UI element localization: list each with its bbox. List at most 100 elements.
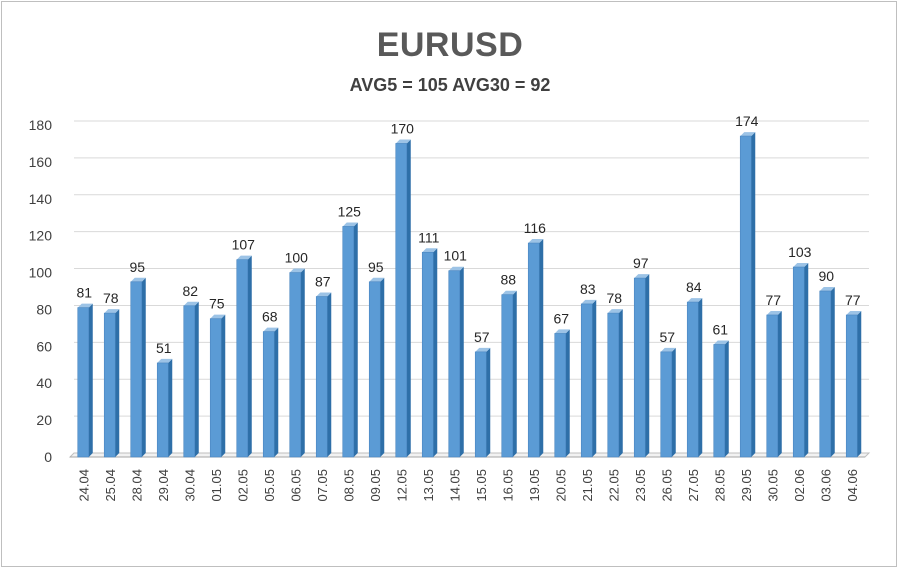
bar [156, 362, 169, 458]
x-tick-label: 25.04 [103, 469, 118, 502]
bar-top [395, 139, 411, 144]
x-tick-label: 24.04 [76, 469, 91, 502]
x-tick-label: 22.05 [606, 469, 621, 502]
bar [183, 305, 196, 458]
y-tick-label: 120 [29, 228, 53, 244]
x-tick-label: 02.05 [235, 469, 250, 502]
bar [315, 296, 328, 458]
bar-side [539, 239, 544, 457]
x-tick-label: 20.05 [553, 469, 568, 502]
data-label: 95 [129, 259, 145, 275]
bar-top [130, 277, 146, 282]
y-tick-label: 60 [36, 338, 52, 354]
bar [607, 312, 620, 458]
bar [421, 251, 434, 458]
data-label: 67 [553, 310, 569, 326]
x-tick-label: 15.05 [474, 469, 489, 502]
bar-top [77, 303, 93, 308]
data-label: 83 [580, 281, 596, 297]
x-tick-label: 01.05 [209, 469, 224, 502]
bar-top [846, 310, 862, 315]
bar-top [740, 132, 756, 137]
bar-top [183, 301, 199, 306]
x-tick-label: 30.05 [765, 469, 780, 502]
bar-side [380, 277, 385, 457]
data-label: 68 [262, 309, 278, 325]
x-tick-label: 30.04 [182, 469, 197, 502]
bar-side [592, 299, 597, 457]
bar-side [777, 310, 782, 457]
x-tick-label: 23.05 [633, 469, 648, 502]
bar-top [687, 298, 703, 303]
data-label: 51 [156, 340, 172, 356]
bar [103, 312, 116, 458]
bar-side [327, 292, 332, 457]
bar [527, 242, 540, 458]
bar-side [88, 303, 93, 457]
bar-top [793, 263, 809, 268]
data-label: 78 [103, 290, 119, 306]
bar-top [713, 340, 729, 345]
bar-top [819, 287, 835, 291]
y-tick-label: 140 [29, 191, 53, 207]
bar [739, 135, 752, 458]
data-label: 107 [232, 237, 256, 253]
x-tick-label: 29.05 [739, 469, 754, 502]
x-tick-label: 03.06 [818, 469, 833, 502]
x-tick-label: 14.05 [447, 469, 462, 502]
bar-side [565, 329, 570, 457]
x-tick-label: 29.04 [156, 469, 171, 502]
x-tick-label: 02.06 [792, 469, 807, 502]
bar-top [607, 309, 623, 314]
bar [845, 314, 858, 458]
bar-side [353, 222, 358, 457]
data-label: 100 [285, 250, 309, 266]
x-tick-label: 12.05 [394, 469, 409, 502]
bar-top [236, 255, 252, 260]
data-label: 84 [686, 279, 702, 295]
bar [77, 307, 90, 458]
data-label: 75 [209, 296, 225, 312]
bar-top [554, 329, 570, 334]
bar-top [422, 248, 438, 253]
bar-top [289, 268, 305, 273]
bar-side [751, 132, 756, 458]
bar-top [766, 310, 782, 315]
x-tick-label: 26.05 [659, 469, 674, 502]
bar [713, 344, 726, 458]
data-label: 57 [659, 329, 675, 345]
x-tick-label: 05.05 [262, 469, 277, 502]
y-tick-label: 0 [44, 449, 52, 465]
bar [130, 281, 143, 458]
bar-top [448, 266, 464, 271]
data-label: 125 [338, 203, 362, 219]
y-tick-label: 40 [36, 375, 52, 391]
bar-side [857, 310, 862, 457]
data-label: 97 [633, 255, 649, 271]
data-label: 82 [182, 283, 198, 299]
bar-side [724, 340, 729, 457]
bar-top [263, 327, 279, 332]
bar [289, 272, 302, 458]
data-label: 90 [818, 268, 834, 284]
chart-title: EURUSD [376, 26, 524, 64]
bar [580, 303, 593, 458]
y-tick-label: 180 [29, 117, 53, 133]
data-label: 78 [606, 290, 622, 306]
bar [209, 318, 222, 458]
bar-side [830, 287, 835, 457]
bar [474, 351, 487, 458]
x-tick-label: 13.05 [421, 469, 436, 502]
chart-subtitle: AVG5 = 105 AVG30 = 92 [349, 75, 551, 95]
x-tick-label: 28.04 [129, 469, 144, 502]
bar-side [141, 277, 146, 457]
bar [395, 143, 408, 458]
x-tick-label: 07.05 [315, 469, 330, 502]
data-label: 103 [788, 244, 812, 260]
bar-side [459, 266, 464, 457]
bar-side [406, 139, 411, 457]
bar-top [342, 222, 358, 227]
bar-side [512, 290, 517, 457]
data-label: 101 [444, 248, 468, 264]
bar [448, 270, 461, 458]
